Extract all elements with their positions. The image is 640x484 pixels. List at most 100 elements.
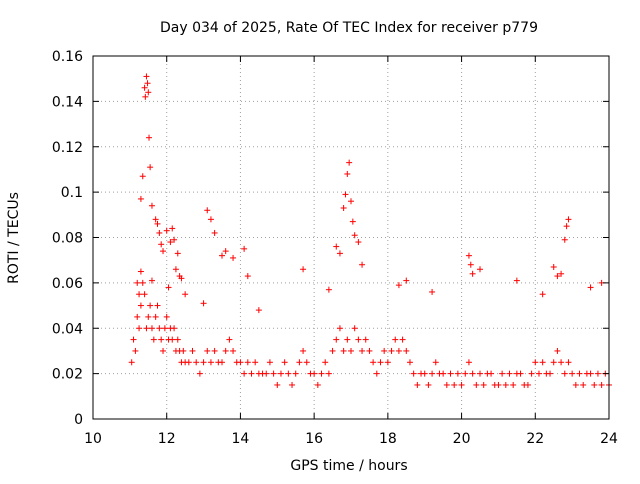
data-point: [196, 370, 203, 377]
data-point: [429, 288, 436, 295]
data-point: [477, 266, 483, 273]
data-point: [137, 195, 144, 202]
data-point: [340, 347, 347, 354]
data-point: [342, 191, 349, 198]
data-point: [524, 381, 531, 388]
y-tick-label: 0.16: [52, 49, 83, 65]
data-point: [591, 381, 598, 388]
data-point: [154, 220, 161, 227]
data-point: [171, 236, 178, 243]
data-point: [230, 347, 237, 354]
data-point: [465, 252, 472, 259]
data-point: [178, 275, 185, 282]
x-tick-label: 12: [158, 431, 176, 447]
data-point: [169, 336, 176, 343]
data-point: [222, 248, 229, 255]
data-point: [473, 381, 480, 388]
data-point: [207, 359, 214, 366]
data-point: [147, 164, 154, 171]
data-point: [137, 302, 144, 309]
data-point: [145, 313, 152, 320]
data-point: [292, 370, 299, 377]
data-point: [303, 359, 310, 366]
data-point: [237, 359, 244, 366]
y-tick-label: 0.06: [52, 276, 83, 292]
x-tick-label: 16: [305, 431, 323, 447]
data-point: [145, 89, 152, 96]
data-point: [154, 302, 161, 309]
data-point: [147, 302, 154, 309]
data-point: [348, 347, 354, 354]
data-point: [148, 202, 155, 209]
data-point: [447, 370, 454, 377]
x-tick-label: 22: [526, 431, 544, 447]
data-point: [495, 381, 502, 388]
data-point: [141, 84, 148, 91]
data-point: [134, 313, 141, 320]
x-tick-label: 20: [453, 431, 471, 447]
data-point: [565, 359, 572, 366]
data-point: [395, 282, 402, 289]
data-point: [469, 370, 476, 377]
data-point: [128, 359, 135, 366]
data-point: [440, 370, 447, 377]
data-point: [219, 252, 225, 259]
data-point: [513, 277, 520, 284]
data-point: [230, 254, 237, 261]
data-point: [373, 370, 380, 377]
x-tick-label: 24: [600, 431, 618, 447]
data-point: [174, 250, 181, 257]
data-point: [563, 223, 570, 230]
data-point: [558, 359, 565, 366]
data-point: [355, 239, 362, 246]
data-point: [569, 370, 576, 377]
data-point: [263, 370, 270, 377]
data-point: [565, 216, 572, 223]
data-point: [136, 291, 143, 298]
data-point: [143, 325, 150, 332]
data-point: [152, 216, 159, 223]
data-point: [255, 307, 262, 314]
data-point: [156, 229, 163, 236]
data-point: [141, 291, 148, 298]
data-point: [139, 173, 146, 180]
data-point: [325, 286, 332, 293]
data-point: [193, 359, 200, 366]
data-point: [333, 336, 340, 343]
x-tick-label: 10: [84, 431, 102, 447]
data-point: [443, 381, 450, 388]
data-point: [550, 359, 557, 366]
data-point: [204, 347, 211, 354]
data-point: [388, 347, 395, 354]
data-point: [421, 370, 428, 377]
data-point: [377, 359, 384, 366]
data-point: [454, 370, 461, 377]
data-point: [207, 216, 214, 223]
data-point: [410, 370, 417, 377]
data-point: [528, 370, 535, 377]
data-point: [346, 159, 353, 166]
data-point: [506, 370, 513, 377]
data-point: [598, 381, 605, 388]
data-point: [406, 359, 413, 366]
data-point: [465, 359, 472, 366]
data-point: [281, 359, 288, 366]
data-point: [150, 336, 157, 343]
data-point: [587, 284, 594, 291]
data-point: [477, 370, 483, 377]
data-point: [222, 347, 229, 354]
data-point: [554, 347, 561, 354]
data-point: [167, 239, 174, 246]
data-point: [248, 370, 255, 377]
data-points: [128, 73, 612, 388]
data-point: [148, 325, 155, 332]
data-point: [392, 336, 399, 343]
data-point: [535, 370, 542, 377]
data-point: [561, 236, 568, 243]
data-point: [165, 284, 172, 291]
y-axis-label: ROTI / TECUs: [6, 192, 22, 284]
data-point: [425, 381, 432, 388]
data-point: [189, 347, 196, 354]
